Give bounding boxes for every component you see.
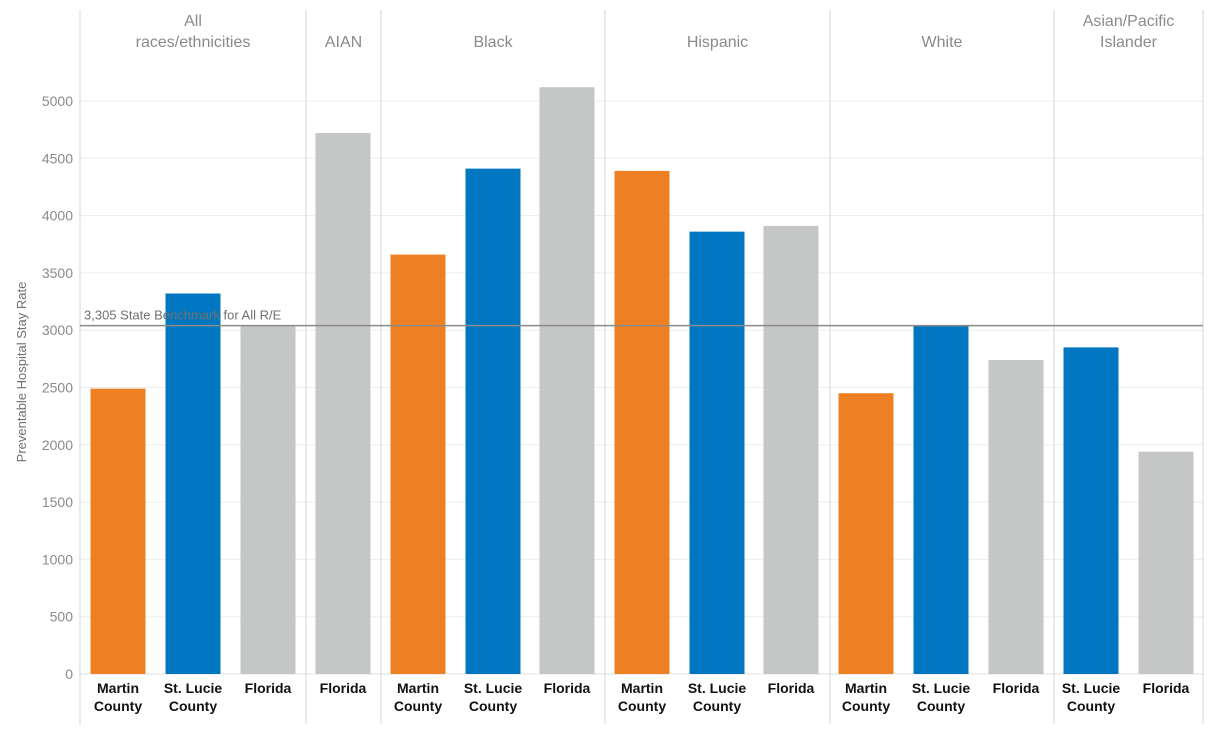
x-tick-label: St. Lucie County — [912, 680, 971, 714]
group-header: AIAN — [325, 34, 362, 51]
x-tick-label: St. Lucie County — [464, 680, 523, 714]
y-tick-label: 0 — [65, 666, 73, 682]
x-tick-label: Florida — [320, 680, 367, 696]
x-tick-label: Florida — [544, 680, 591, 696]
bar-florida — [988, 359, 1044, 674]
y-tick-label: 3500 — [42, 265, 73, 281]
y-tick-label: 1000 — [42, 551, 73, 567]
y-tick-label: 2500 — [42, 380, 73, 396]
group-header: Asian/Pacific Islander — [1083, 13, 1175, 51]
y-tick-label: 4000 — [42, 208, 73, 224]
x-tick-label: Florida — [1143, 680, 1190, 696]
bar-martin-county — [614, 170, 670, 674]
x-tick-label: Florida — [993, 680, 1040, 696]
y-axis-label: Preventable Hospital Stay Rate — [14, 282, 29, 463]
group-separators — [305, 10, 1204, 724]
bar-florida — [315, 133, 371, 674]
x-tick-label: Florida — [768, 680, 815, 696]
x-tick-label: Martin County — [618, 680, 666, 714]
bars — [90, 87, 1194, 675]
bar-st-lucie-county — [689, 231, 745, 675]
bar-st-lucie-county — [465, 168, 521, 674]
bar-martin-county — [90, 388, 146, 674]
bar-st-lucie-county — [913, 325, 969, 674]
x-tick-label: Martin County — [842, 680, 890, 714]
x-tick-label: Martin County — [394, 680, 442, 714]
y-tick-label: 1500 — [42, 494, 73, 510]
y-tick-label: 3000 — [42, 322, 73, 338]
x-tick-label: St. Lucie County — [688, 680, 747, 714]
x-tick-label: Florida — [245, 680, 292, 696]
group-header: All races/ethnicities — [136, 13, 251, 51]
x-tick-label: St. Lucie County — [164, 680, 223, 714]
group-header: Hispanic — [687, 34, 748, 51]
bar-martin-county — [390, 254, 446, 674]
bar-martin-county — [838, 393, 894, 674]
x-tick-label: St. Lucie County — [1062, 680, 1121, 714]
group-header: Black — [473, 34, 513, 51]
group-headers: All races/ethnicities AIAN Black Hispanic Whi… — [136, 13, 1175, 51]
y-tick-label: 4500 — [42, 150, 73, 166]
y-axis-ticks: 0 500 1000 1500 2000 2500 3000 3500 4000 4500 5000 — [42, 93, 73, 682]
y-tick-label: 5000 — [42, 93, 73, 109]
benchmark-label: 3,305 State Benchmark for All R/E — [84, 308, 282, 323]
group-header: White — [922, 34, 963, 51]
x-axis-tick-labels: Martin County St. Lucie County Florida Florid… — [94, 680, 1190, 714]
y-tick-label: 500 — [50, 609, 74, 625]
benchmark-line-group: 3,305 State Benchmark for All R/E — [80, 308, 1203, 327]
bar-florida — [763, 225, 819, 674]
bar-st-lucie-county — [1063, 347, 1119, 674]
bar-florida — [539, 87, 595, 675]
y-tick-label: 2000 — [42, 437, 73, 453]
bar-st-lucie-county — [165, 293, 221, 674]
bar-florida — [240, 325, 296, 674]
x-tick-label: Martin County — [94, 680, 142, 714]
bar-florida — [1138, 451, 1194, 674]
